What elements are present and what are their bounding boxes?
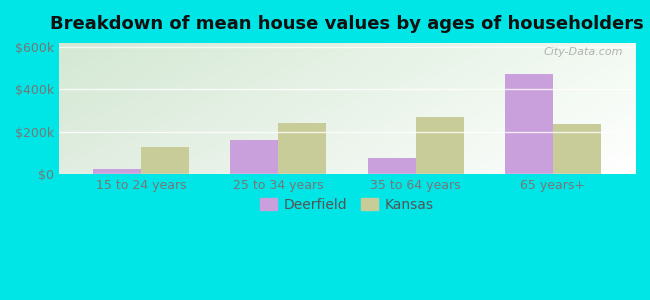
Text: City-Data.com: City-Data.com (544, 47, 623, 57)
Bar (93, 169, 141, 174)
Bar (504, 74, 552, 174)
Title: Breakdown of mean house values by ages of householders: Breakdown of mean house values by ages o… (50, 15, 644, 33)
Bar (141, 147, 189, 174)
Bar (278, 123, 326, 174)
Bar (230, 140, 278, 174)
Bar (415, 117, 463, 174)
Bar (552, 124, 601, 174)
Bar (367, 158, 415, 174)
Legend: Deerfield, Kansas: Deerfield, Kansas (255, 192, 439, 217)
